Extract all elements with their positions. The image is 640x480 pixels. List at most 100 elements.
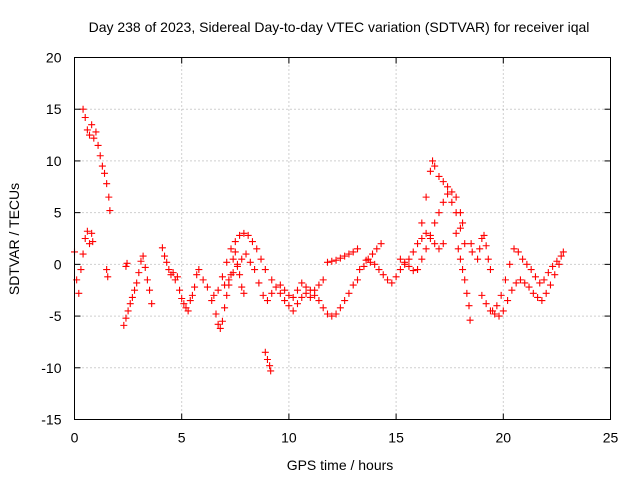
data-point — [418, 219, 426, 227]
data-point — [131, 286, 139, 294]
data-point — [486, 266, 494, 274]
data-point — [384, 276, 392, 284]
data-point — [225, 276, 233, 284]
data-point — [435, 172, 443, 180]
data-point — [165, 266, 173, 274]
data-point — [332, 256, 340, 264]
data-point — [371, 260, 379, 268]
data-point — [81, 113, 89, 121]
data-point — [79, 250, 87, 258]
data-point — [124, 307, 132, 315]
data-point — [146, 286, 154, 294]
data-point — [83, 126, 91, 134]
data-point — [377, 240, 385, 248]
plot-frame — [74, 57, 611, 420]
data-point — [216, 324, 224, 332]
data-point — [323, 258, 331, 266]
data-point — [431, 162, 439, 170]
x-tick-label: 15 — [388, 430, 404, 446]
data-point — [122, 262, 130, 270]
y-tick-label: 15 — [46, 101, 62, 117]
data-point — [263, 356, 271, 364]
data-point — [401, 258, 409, 266]
data-point — [534, 293, 542, 301]
data-point — [92, 128, 100, 136]
data-point — [158, 244, 166, 252]
data-point — [435, 245, 443, 253]
data-point — [452, 229, 460, 237]
x-tick-label: 25 — [603, 430, 619, 446]
data-point — [120, 321, 128, 329]
data-point — [193, 271, 201, 279]
data-point — [540, 276, 548, 284]
x-tick-labels: 0 5 10 15 20 25 — [71, 430, 619, 446]
data-point — [480, 231, 488, 239]
data-point — [497, 291, 505, 299]
data-point — [184, 307, 192, 315]
data-point — [238, 255, 246, 263]
data-point — [123, 259, 131, 267]
data-point — [319, 304, 327, 312]
data-point — [336, 254, 344, 262]
x-tick-label: 10 — [281, 430, 297, 446]
data-point — [302, 283, 310, 291]
data-point — [221, 304, 229, 312]
data-point — [281, 286, 289, 294]
y-tick-label: 0 — [54, 256, 62, 272]
data-point — [482, 242, 490, 250]
data-point — [298, 293, 306, 301]
data-point — [501, 276, 509, 284]
data-point — [218, 273, 226, 281]
data-point — [414, 240, 422, 248]
data-point — [81, 235, 89, 242]
data-point — [251, 266, 259, 274]
data-point — [461, 276, 469, 284]
data-point — [255, 279, 263, 287]
data-point — [422, 193, 430, 201]
data-point — [178, 294, 186, 302]
data-point — [83, 227, 91, 235]
data-point — [103, 266, 111, 274]
data-point — [454, 245, 462, 253]
data-point — [478, 291, 486, 299]
data-point — [379, 271, 387, 279]
data-point — [463, 289, 471, 297]
x-axis-label: GPS time / hours — [287, 457, 394, 473]
data-point — [180, 300, 188, 308]
data-point — [332, 310, 340, 318]
data-point — [557, 252, 565, 260]
y-axis-label: SDTVAR / TECUs — [6, 183, 22, 295]
data-point — [499, 307, 507, 315]
data-point — [315, 297, 323, 305]
data-point — [549, 262, 557, 270]
data-point — [101, 169, 109, 177]
data-point — [285, 291, 293, 299]
data-point — [210, 291, 218, 299]
data-point — [86, 131, 94, 139]
data-point — [495, 312, 503, 320]
data-point — [302, 289, 310, 297]
data-point — [223, 258, 231, 266]
data-point — [439, 240, 447, 248]
data-point — [349, 281, 357, 289]
data-point — [531, 273, 539, 281]
x-tick-label: 0 — [71, 430, 79, 446]
data-point — [506, 260, 514, 268]
data-point — [439, 178, 447, 186]
data-point — [375, 266, 383, 274]
data-point — [221, 281, 229, 289]
data-point — [88, 229, 96, 237]
data-point — [360, 262, 368, 270]
data-point — [79, 105, 87, 113]
data-point — [519, 255, 527, 263]
data-point — [259, 291, 267, 299]
data-point — [240, 289, 248, 297]
data-point — [482, 300, 490, 308]
data-point — [105, 193, 113, 201]
data-point — [233, 262, 241, 270]
data-point — [559, 248, 567, 256]
data-point — [439, 198, 447, 206]
data-point — [89, 238, 97, 246]
data-point — [456, 224, 464, 232]
data-point — [328, 257, 336, 265]
